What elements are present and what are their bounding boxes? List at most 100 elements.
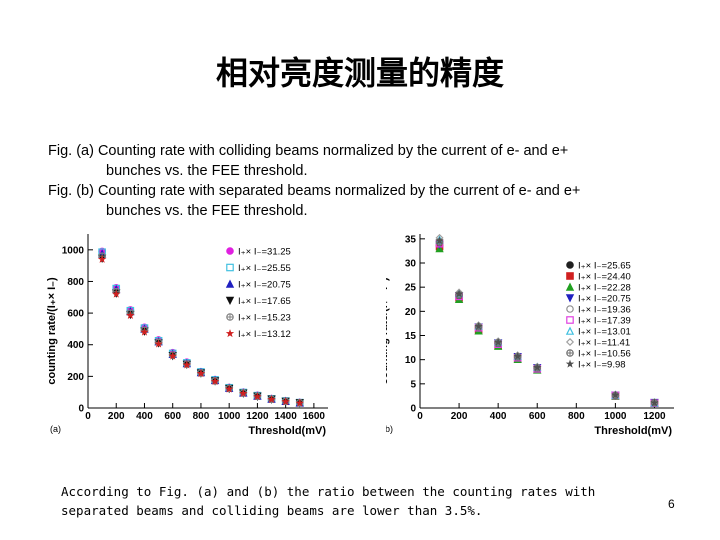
a-point-s5-1	[112, 289, 121, 298]
a-point-s5-9	[224, 384, 234, 393]
a-legend-label-5: I₊× I₋=13.12	[238, 329, 291, 340]
b-legend-marker-4	[566, 305, 574, 313]
b-point-s9-0	[435, 236, 444, 245]
a-x-tick-label-0: 0	[85, 411, 91, 422]
a-legend-label-4: I₊× I₋=15.23	[238, 313, 291, 324]
b-y-tick-label-4: 20	[405, 307, 417, 318]
a-x-axis-label: Threshold(mV)	[248, 425, 326, 437]
b-y-axis-label: counting rate/(I₊× I₋)	[386, 277, 390, 385]
b-legend-label-9: I₊× I₋=9.98	[578, 360, 626, 371]
a-legend-marker-5	[225, 329, 235, 338]
a-point-s5-5	[168, 351, 177, 360]
b-legend-label-6: I₊× I₋=13.01	[578, 327, 631, 338]
b-point-s9-3	[493, 337, 503, 346]
a-y-tick-label-2: 400	[67, 340, 84, 351]
a-legend-marker-0	[226, 247, 234, 255]
caption-line-1: Fig. (a) Counting rate with colliding be…	[48, 143, 569, 159]
b-point-s9-2	[474, 321, 483, 330]
a-x-tick-label-8: 1600	[303, 411, 326, 422]
b-legend-marker-2	[565, 282, 575, 291]
conclusion-text: According to Fig. (a) and (b) the ratio …	[61, 484, 596, 518]
a-point-s5-12	[267, 395, 276, 404]
b-x-tick-label-6: 1200	[643, 411, 666, 422]
plot-b: 0 200 400 600 800 1000 1200 0 5 10 15 20 25 30 35 Thres…	[386, 233, 674, 437]
b-legend-marker-8	[566, 349, 574, 357]
a-point-s5-0	[97, 254, 107, 263]
b-plot-area	[420, 234, 674, 408]
a-x-tick-label-6: 1200	[246, 411, 269, 422]
plot-a: 0 200 400 600 800 1000 1200 1400 1600 0 200 400 600 8…	[46, 234, 328, 437]
a-point-s5-13	[281, 397, 290, 406]
a-legend-marker-4	[226, 313, 234, 321]
figure-caption: Fig. (a) Counting rate with colliding be…	[48, 141, 580, 221]
a-point-s5-7	[196, 369, 206, 378]
b-y-tick-label-0: 0	[410, 404, 416, 415]
page-number: 6	[668, 497, 675, 511]
b-x-tick-label-0: 0	[417, 411, 423, 422]
a-y-tick-label-4: 800	[67, 277, 84, 288]
a-point-s5-6	[182, 360, 192, 369]
a-y-tick-label-1: 200	[67, 372, 84, 383]
b-point-s9-6	[611, 390, 620, 399]
caption-line-3: Fig. (b) Counting rate with separated be…	[48, 183, 581, 199]
b-x-tick-label-3: 600	[529, 411, 546, 422]
b-x-tick-label-2: 400	[490, 411, 507, 422]
b-point-s9-7	[650, 398, 659, 407]
a-point-s5-11	[253, 392, 262, 401]
b-point-s9-1	[454, 289, 464, 298]
a-x-tick-label-4: 800	[193, 411, 210, 422]
b-legend-label-5: I₊× I₋=17.39	[578, 316, 631, 327]
a-x-tick-label-1: 200	[108, 411, 125, 422]
a-panel-label: (a)	[50, 424, 61, 434]
a-legend-marker-3	[225, 296, 235, 306]
b-legend-label-1: I₊× I₋=24.40	[578, 272, 631, 283]
a-y-tick-label-5: 1000	[62, 245, 85, 256]
b-legend-marker-1	[566, 272, 574, 280]
slide-title: 相对亮度测量的精度	[215, 54, 504, 92]
a-point-s5-8	[210, 377, 220, 385]
b-x-axis-label: Threshold(mV)	[594, 425, 672, 437]
b-x-tick-label-1: 200	[451, 411, 468, 422]
a-point-s5-4	[154, 339, 163, 348]
b-y-tick-label-2: 10	[405, 355, 417, 366]
b-y-tick-label-5: 25	[405, 283, 417, 294]
b-legend-label-7: I₊× I₋=11.41	[578, 338, 630, 349]
b-panel-label: (b)	[386, 424, 393, 434]
b-legend-label-4: I₊× I₋=19.36	[578, 305, 631, 316]
a-legend-label-0: I₊× I₋=31.25	[238, 247, 291, 258]
a-y-tick-label-0: 0	[78, 404, 84, 415]
b-legend-label-2: I₊× I₋=22.28	[578, 283, 631, 294]
b-point-s9-5	[533, 362, 542, 371]
a-y-tick-label-3: 600	[67, 309, 84, 320]
b-y-tick-label-1: 5	[410, 379, 416, 390]
caption-line-2: bunches vs. the FEE threshold.	[106, 163, 308, 179]
b-x-tick-label-5: 1000	[604, 411, 627, 422]
a-legend-marker-2	[225, 279, 235, 288]
b-legend-marker-9	[565, 359, 575, 368]
b-legend-label-8: I₊× I₋=10.56	[578, 349, 631, 360]
a-point-s5-3	[140, 327, 149, 336]
a-legend-label-2: I₊× I₋=20.75	[238, 280, 291, 291]
a-legend-label-3: I₊× I₋=17.65	[238, 296, 291, 307]
a-plot-area	[88, 234, 328, 408]
b-legend-marker-5	[566, 316, 574, 324]
b-point-s9-4	[513, 351, 522, 360]
b-x-tick-label-4: 800	[568, 411, 585, 422]
a-legend-label-1: I₊× I₋=25.55	[238, 263, 291, 274]
a-x-tick-label-3: 600	[164, 411, 181, 422]
a-point-s5-2	[126, 311, 135, 320]
b-legend-label-3: I₊× I₋=20.75	[578, 294, 631, 305]
b-legend-marker-6	[565, 326, 575, 335]
a-x-tick-label-7: 1400	[275, 411, 298, 422]
b-legend-marker-3	[565, 294, 575, 303]
a-point-s5-10	[239, 389, 248, 398]
caption-line-4: bunches vs. the FEE threshold.	[106, 203, 308, 219]
a-legend-marker-1	[226, 263, 234, 272]
b-y-tick-label-3: 15	[405, 331, 417, 342]
a-x-tick-label-5: 1000	[218, 411, 241, 422]
b-legend-label-0: I₊× I₋=25.65	[578, 261, 631, 272]
a-point-s5-14	[295, 398, 304, 407]
b-legend-marker-0	[566, 261, 574, 269]
b-y-tick-label-7: 35	[405, 234, 417, 245]
b-legend-marker-7	[565, 337, 575, 347]
